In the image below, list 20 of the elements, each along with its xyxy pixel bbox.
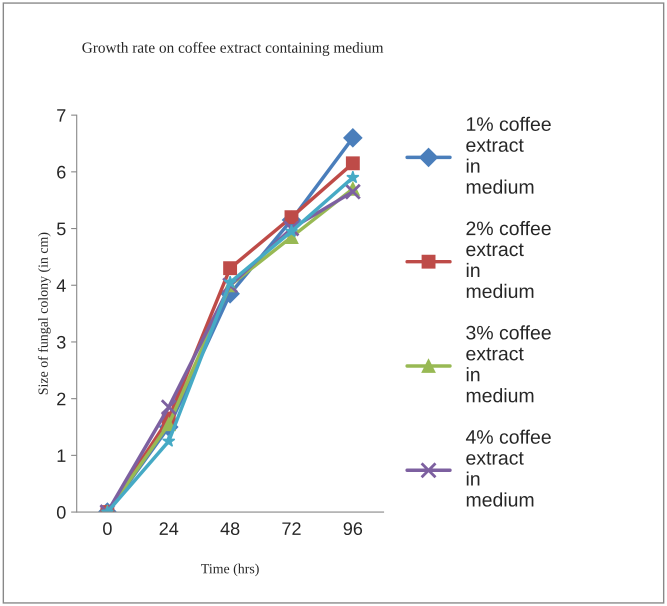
x-tick-label: 0 (103, 522, 112, 536)
legend-label: 3% coffee extract in medium (466, 325, 551, 402)
x-tick-label: 24 (160, 522, 178, 535)
legend-label: 2% coffee extract in medium (466, 221, 551, 298)
x-tick-label: 48 (220, 522, 240, 536)
x-tick-label: 72 (282, 522, 301, 535)
y-tick-label: 7 (57, 109, 66, 122)
y-tick-label: 5 (56, 222, 66, 236)
y-tick-label: 0 (56, 506, 66, 519)
chart-title: Growth rate on coffee extract containing medium (82, 42, 384, 56)
y-tick-label: 3 (56, 336, 66, 349)
y-tick-label: 6 (57, 166, 66, 179)
y-axis-title: Size of fungal colony (in cm) (38, 232, 51, 394)
y-tick-label: 1 (58, 449, 66, 462)
legend-label: 1% coffee extract in medium (466, 116, 551, 194)
x-axis-title: Time (hrs) (201, 564, 259, 576)
x-tick-label: 96 (344, 522, 362, 536)
y-tick-label: 4 (56, 279, 66, 292)
y-tick-label: 2 (57, 392, 66, 406)
legend-label: 4% coffee extract in medium (466, 430, 551, 507)
